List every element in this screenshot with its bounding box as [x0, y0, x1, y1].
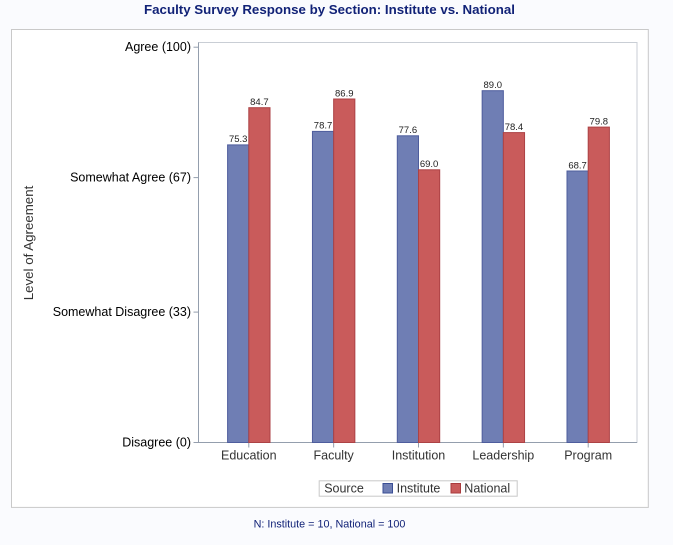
svg-text:Faculty Survey Response by Sec: Faculty Survey Response by Section: Inst…: [144, 2, 515, 17]
svg-text:N: Institute = 10, National =: N: Institute = 10, National = 100: [254, 519, 406, 531]
svg-text:Level of Agreement: Level of Agreement: [21, 185, 36, 300]
svg-text:Disagree (0): Disagree (0): [122, 436, 191, 450]
svg-text:Education: Education: [221, 449, 277, 463]
svg-text:Institute: Institute: [397, 482, 441, 496]
svg-text:Source: Source: [324, 482, 364, 496]
svg-text:Faculty: Faculty: [314, 449, 355, 463]
svg-text:Program: Program: [564, 449, 612, 463]
svg-text:77.6: 77.6: [399, 125, 418, 136]
svg-text:69.0: 69.0: [420, 159, 439, 170]
svg-text:Somewhat Disagree (33): Somewhat Disagree (33): [53, 305, 191, 319]
svg-text:78.4: 78.4: [505, 122, 524, 133]
svg-text:National: National: [464, 482, 510, 496]
svg-text:79.8: 79.8: [590, 116, 609, 127]
svg-text:Institution: Institution: [392, 449, 446, 463]
svg-text:75.3: 75.3: [229, 134, 248, 145]
svg-text:89.0: 89.0: [484, 80, 503, 91]
svg-text:68.7: 68.7: [568, 160, 587, 171]
svg-text:84.7: 84.7: [250, 97, 269, 108]
svg-text:Somewhat Agree (67): Somewhat Agree (67): [70, 171, 191, 185]
svg-text:Agree (100): Agree (100): [125, 40, 191, 54]
svg-text:86.9: 86.9: [335, 88, 354, 99]
svg-text:Leadership: Leadership: [472, 449, 534, 463]
svg-text:78.7: 78.7: [314, 121, 333, 132]
